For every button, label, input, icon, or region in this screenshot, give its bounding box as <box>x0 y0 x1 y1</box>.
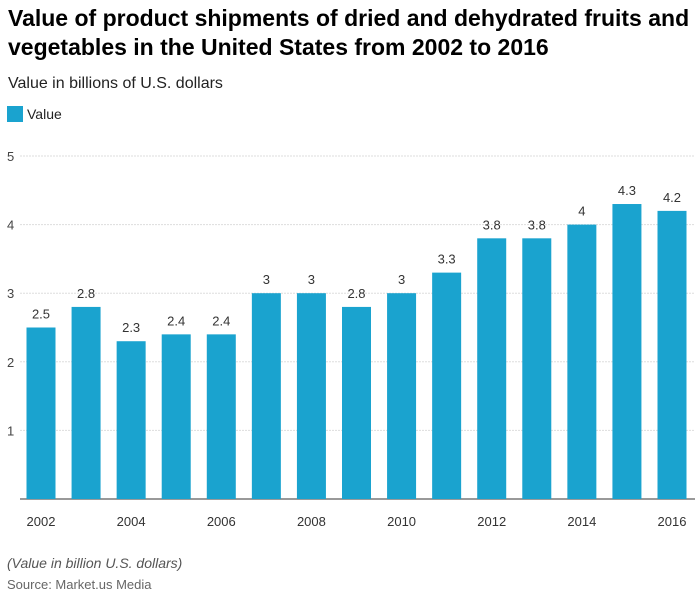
bar-2004 <box>116 341 146 499</box>
data-label: 4.2 <box>663 190 681 205</box>
data-label: 3.3 <box>438 252 456 267</box>
data-label: 2.8 <box>347 286 365 301</box>
x-tick-label: 2016 <box>658 514 687 529</box>
bar-2002 <box>26 327 56 499</box>
bar-2013 <box>522 238 552 499</box>
legend-swatch <box>7 106 23 122</box>
x-tick-label: 2010 <box>387 514 416 529</box>
data-label: 2.8 <box>77 286 95 301</box>
data-label: 2.5 <box>32 307 50 322</box>
y-tick-label: 5 <box>7 149 14 164</box>
data-label: 4.3 <box>618 183 636 198</box>
data-label: 3 <box>263 272 270 287</box>
data-label: 3.8 <box>528 217 546 232</box>
footnote: (Value in billion U.S. dollars) <box>7 555 183 571</box>
x-tick-label: 2014 <box>567 514 596 529</box>
legend: Value <box>7 106 62 122</box>
bar-2010 <box>387 293 417 499</box>
bar-2003 <box>71 306 101 499</box>
data-label: 3.8 <box>483 217 501 232</box>
y-tick-label: 1 <box>7 423 14 438</box>
x-tick-label: 2002 <box>27 514 56 529</box>
y-tick-label: 2 <box>7 355 14 370</box>
chart-subtitle: Value in billions of U.S. dollars <box>8 75 223 92</box>
bar-2007 <box>251 293 281 499</box>
bar-2011 <box>432 272 462 499</box>
x-tick-label: 2004 <box>117 514 146 529</box>
bar-2014 <box>567 224 597 499</box>
bar-2016 <box>657 210 687 499</box>
y-tick-label: 3 <box>7 286 14 301</box>
data-label: 3 <box>308 272 315 287</box>
data-label: 2.3 <box>122 320 140 335</box>
bar-2005 <box>161 334 191 499</box>
data-label: 4 <box>578 204 585 219</box>
bar-2015 <box>612 204 642 499</box>
bar-2008 <box>296 293 326 499</box>
y-tick-label: 4 <box>7 218 14 233</box>
chart-title: Value of product shipments of dried and … <box>8 5 690 60</box>
x-tick-label: 2006 <box>207 514 236 529</box>
bar-2009 <box>342 306 371 499</box>
bar-2006 <box>206 334 236 499</box>
data-label: 3 <box>398 272 405 287</box>
x-tick-label: 2012 <box>477 514 506 529</box>
source: Source: Market.us Media <box>7 577 152 592</box>
data-label: 2.4 <box>167 313 185 328</box>
data-label: 2.4 <box>212 313 230 328</box>
bar-2012 <box>477 238 507 499</box>
x-tick-label: 2008 <box>297 514 326 529</box>
legend-label: Value <box>27 106 62 122</box>
